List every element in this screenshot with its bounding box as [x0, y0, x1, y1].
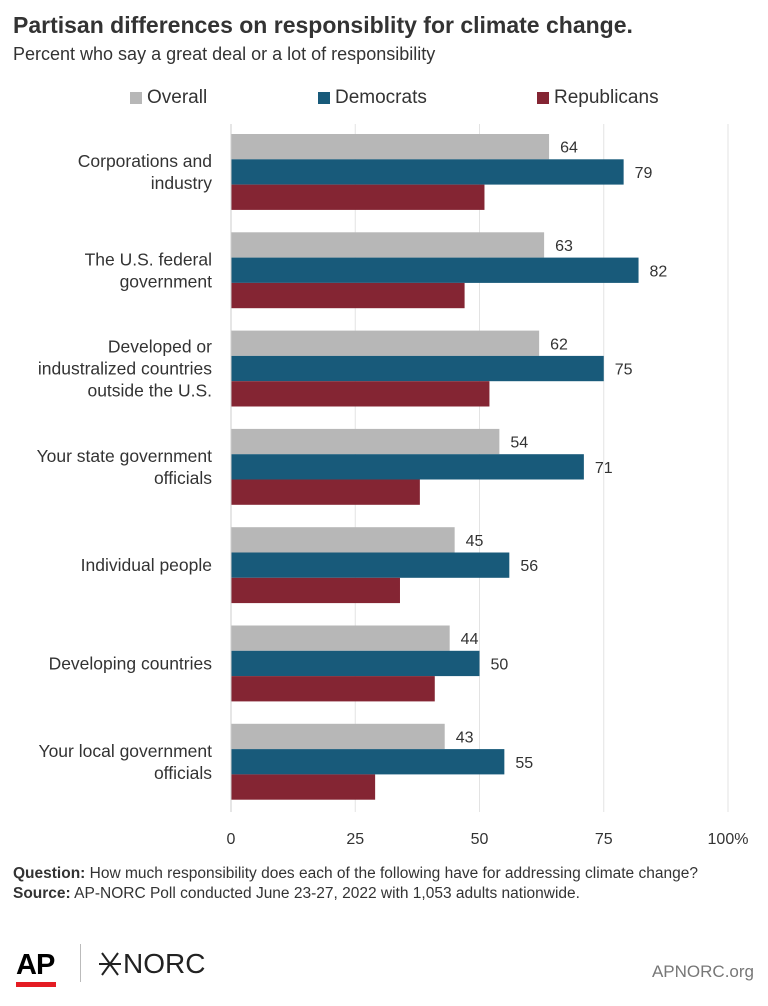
bar-democrats	[231, 552, 510, 578]
bar-republicans	[231, 282, 465, 309]
x-tick-label: 75	[595, 831, 613, 848]
bar-overall	[231, 134, 550, 160]
bar-overall	[231, 232, 545, 258]
legend-label-democrats: Democrats	[335, 87, 427, 108]
logo-divider	[80, 944, 81, 982]
legend-item-democrats: Democrats	[318, 87, 427, 109]
category-label: officials	[154, 763, 212, 783]
x-tick-label: 0	[227, 831, 236, 848]
data-label: 71	[595, 460, 613, 477]
bar-democrats	[231, 650, 480, 677]
chart-title: Partisan differences on responsiblity fo…	[13, 12, 633, 38]
bar-democrats	[231, 257, 639, 283]
data-label: 62	[550, 336, 568, 353]
legend: Overall Democrats Republicans	[0, 87, 768, 111]
bar-democrats	[231, 749, 505, 775]
source-label: Source:	[13, 885, 71, 902]
data-label: 56	[520, 558, 538, 575]
chart-subtitle: Percent who say a great deal or a lot of…	[13, 44, 436, 64]
data-label: 45	[466, 533, 484, 550]
category-label: Your local government	[39, 741, 213, 761]
bar-overall	[231, 723, 445, 750]
source-text: AP-NORC Poll conducted June 23-27, 2022 …	[70, 885, 580, 902]
category-label: Individual people	[81, 555, 212, 575]
bar-overall	[231, 330, 540, 356]
data-label: 44	[461, 631, 479, 648]
x-tick-label: 25	[346, 831, 364, 848]
ap-logo-text: AP	[16, 949, 55, 981]
data-label: 64	[560, 140, 578, 157]
footer: AP NORC APNORC.org	[0, 936, 768, 996]
bar-democrats	[231, 159, 624, 185]
legend-swatch-republicans	[537, 92, 549, 104]
data-label: 79	[635, 165, 653, 182]
category-label: officials	[154, 468, 212, 488]
legend-swatch-overall	[130, 92, 142, 104]
bar-republicans	[231, 676, 435, 702]
legend-label-republicans: Republicans	[554, 87, 659, 108]
category-label: government	[120, 271, 213, 291]
bar-overall	[231, 428, 500, 455]
legend-label-overall: Overall	[147, 87, 208, 108]
chart-notes: Question: How much responsibility does e…	[13, 864, 753, 904]
data-label: 82	[650, 263, 668, 280]
legend-item-republicans: Republicans	[537, 87, 659, 109]
bar-republicans	[231, 577, 400, 604]
source-note: Source: AP-NORC Poll conducted June 23-2…	[13, 884, 753, 904]
bar-republicans	[231, 479, 420, 505]
website-link[interactable]: APNORC.org	[651, 962, 754, 981]
data-label: 63	[555, 238, 573, 255]
category-label: outside the U.S.	[87, 381, 212, 401]
bar-republicans	[231, 184, 485, 210]
x-tick-label: 100%	[708, 831, 749, 848]
question-label: Question:	[13, 865, 86, 882]
x-tick-label: 50	[471, 831, 489, 848]
ap-logo: AP	[16, 949, 56, 987]
data-label: 75	[615, 362, 633, 379]
question-text: How much responsibility does each of the…	[85, 865, 698, 882]
bar-republicans	[231, 774, 376, 800]
category-label: Corporations and	[78, 151, 212, 171]
norc-logo-text: NORC	[123, 948, 205, 979]
category-label: Developed or	[108, 337, 212, 357]
category-label: Your state government	[37, 446, 213, 466]
legend-swatch-democrats	[318, 92, 330, 104]
data-label: 50	[491, 656, 509, 673]
category-label: industralized countries	[38, 359, 212, 379]
bar-overall	[231, 625, 450, 651]
data-label: 54	[510, 435, 528, 452]
ap-logo-underline	[16, 982, 56, 987]
norc-logo: NORC	[99, 948, 205, 979]
bar-democrats	[231, 454, 584, 480]
bar-republicans	[231, 381, 490, 407]
data-label: 55	[515, 755, 533, 772]
category-label: The U.S. federal	[85, 249, 212, 269]
data-label: 43	[456, 729, 474, 746]
bar-democrats	[231, 355, 604, 382]
category-label: Developing countries	[49, 653, 213, 673]
category-label: industry	[151, 173, 213, 193]
norc-star-icon	[99, 952, 121, 976]
question-note: Question: How much responsibility does e…	[13, 864, 753, 884]
bar-overall	[231, 527, 455, 553]
legend-item-overall: Overall	[130, 87, 207, 109]
